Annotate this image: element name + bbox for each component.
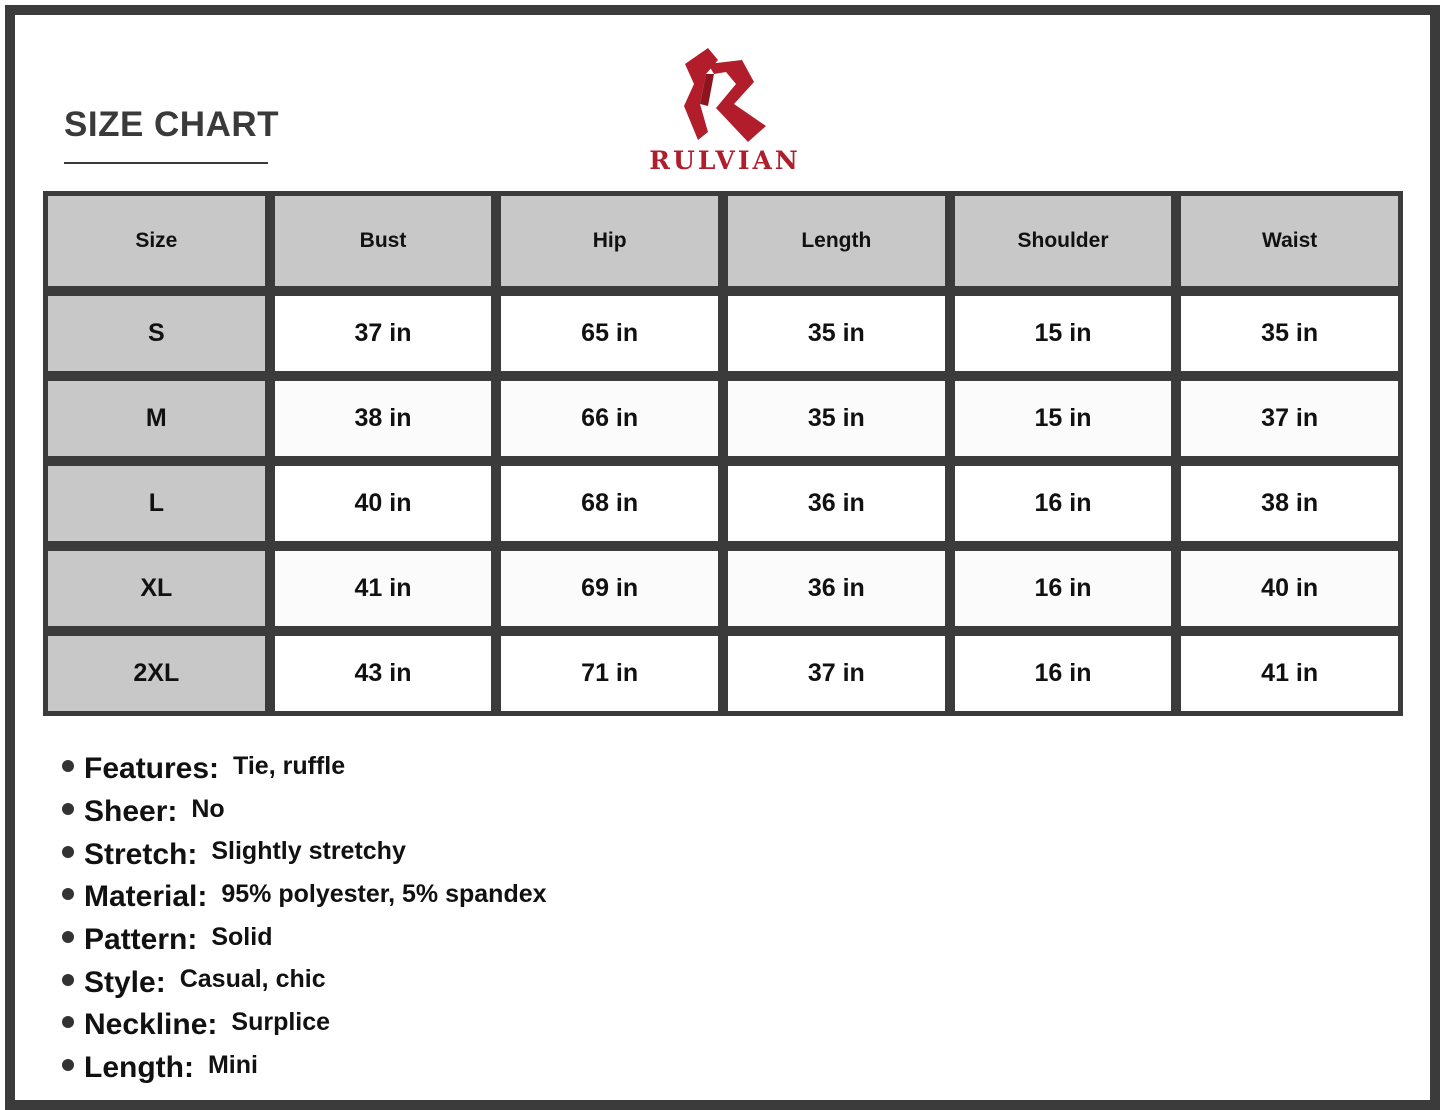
measurement-cell: 40 in — [274, 466, 492, 541]
column-header-shoulder: Shoulder — [954, 196, 1172, 286]
measurement-cell: 68 in — [501, 466, 718, 541]
measurement-cell: 40 in — [1181, 551, 1398, 626]
measurement-cell: 16 in — [954, 466, 1172, 541]
feature-item: Material: 95% polyester, 5% spandex — [62, 876, 547, 919]
bullet-icon — [62, 1059, 74, 1072]
bullet-icon — [62, 888, 74, 901]
measurement-cell: 38 in — [1181, 466, 1398, 541]
feature-item: Features: Tie, ruffle — [62, 748, 547, 791]
title-underline — [64, 162, 268, 164]
measurement-cell: 16 in — [954, 636, 1172, 711]
feature-label: Pattern: — [84, 923, 198, 957]
brand-logo: RULVIAN — [630, 44, 820, 179]
measurement-cell: 36 in — [728, 551, 945, 626]
measurement-cell: 35 in — [1181, 296, 1398, 371]
size-label-cell: XL — [48, 551, 265, 626]
column-header-hip: Hip — [501, 196, 718, 286]
feature-value: Surplice — [231, 1007, 331, 1036]
feature-item: Sheer: No — [62, 791, 547, 834]
bullet-icon — [62, 760, 74, 773]
feature-label: Length: — [84, 1051, 194, 1085]
bullet-icon — [62, 1016, 74, 1029]
measurement-cell: 43 in — [274, 636, 492, 711]
column-header-waist: Waist — [1181, 196, 1398, 286]
measurement-cell: 15 in — [954, 296, 1172, 371]
feature-item: Pattern: Solid — [62, 919, 547, 962]
feature-value: Tie, ruffle — [233, 751, 346, 780]
column-header-length: Length — [728, 196, 945, 286]
feature-value: Mini — [207, 1050, 258, 1079]
bullet-icon — [62, 973, 74, 986]
measurement-cell: 71 in — [501, 636, 718, 711]
feature-label: Stretch: — [84, 837, 198, 871]
feature-value: Solid — [211, 922, 273, 951]
size-label-cell: 2XL — [48, 636, 265, 711]
bullet-icon — [62, 845, 74, 858]
feature-item: Style: Casual, chic — [62, 961, 547, 1004]
measurement-cell: 37 in — [728, 636, 945, 711]
feature-label: Neckline: — [84, 1008, 218, 1042]
brand-name: RULVIAN — [649, 146, 801, 175]
measurement-cell: 37 in — [1181, 381, 1398, 456]
size-label-cell: L — [48, 466, 265, 541]
feature-list: Features: Tie, ruffle Sheer: No Stretch: Slig… — [62, 748, 547, 1090]
measurement-cell: 36 in — [728, 466, 945, 541]
feature-label: Features: — [84, 752, 220, 786]
size-label-cell: M — [48, 381, 265, 456]
size-table: Size Bust Hip Length Shoulder Waist S 37 in 65 i… — [43, 191, 1403, 716]
measurement-cell: 16 in — [954, 551, 1172, 626]
bullet-icon — [62, 931, 74, 944]
measurement-cell: 41 in — [274, 551, 492, 626]
feature-item: Stretch: Slightly stretchy — [62, 833, 547, 876]
feature-value: Casual, chic — [179, 965, 326, 994]
measurement-cell: 38 in — [274, 381, 492, 456]
page-title: SIZE CHART — [64, 105, 279, 144]
measurement-cell: 37 in — [274, 296, 492, 371]
measurement-cell: 41 in — [1181, 636, 1398, 711]
measurement-cell: 35 in — [728, 296, 945, 371]
feature-value: Slightly stretchy — [211, 837, 406, 866]
measurement-cell: 65 in — [501, 296, 718, 371]
r-logo-icon — [684, 48, 766, 142]
feature-label: Style: — [84, 965, 166, 999]
feature-item: Length: Mini — [62, 1047, 547, 1090]
measurement-cell: 15 in — [954, 381, 1172, 456]
bullet-icon — [62, 803, 74, 816]
feature-item: Neckline: Surplice — [62, 1004, 547, 1047]
column-header-bust: Bust — [274, 196, 492, 286]
size-label-cell: S — [48, 296, 265, 371]
column-header-size: Size — [48, 196, 265, 286]
measurement-cell: 35 in — [728, 381, 945, 456]
feature-value: No — [191, 794, 225, 823]
measurement-cell: 69 in — [501, 551, 718, 626]
feature-value: 95% polyester, 5% spandex — [221, 879, 547, 908]
feature-label: Material: — [84, 880, 208, 914]
feature-label: Sheer: — [84, 795, 178, 829]
measurement-cell: 66 in — [501, 381, 718, 456]
